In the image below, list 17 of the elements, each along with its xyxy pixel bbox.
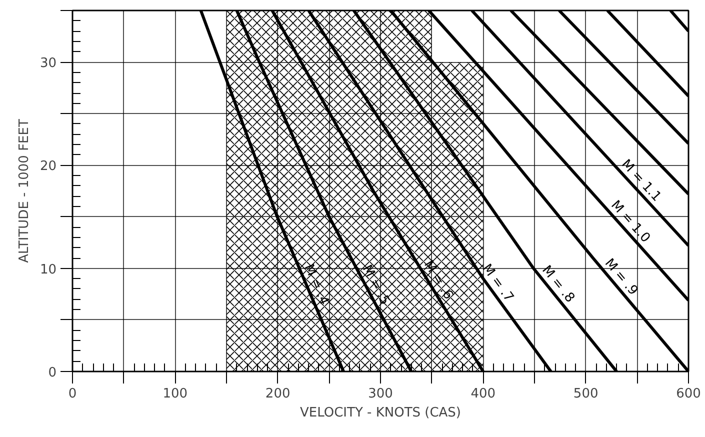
y-axis-title: ALTITUDE - 1000 FEET	[16, 119, 32, 263]
x-tick-label: 300	[368, 386, 393, 402]
y-tick-label: 30	[40, 56, 57, 72]
text: M = .9	[601, 256, 640, 298]
x-tick-label: 400	[470, 386, 496, 402]
x-tick-label: 0	[68, 386, 77, 402]
x-axis-title: VELOCITY - KNOTS (CAS)	[300, 406, 462, 420]
text: M = .7	[478, 262, 516, 305]
x-tick-label: 500	[573, 386, 598, 402]
x-tick-label: 100	[162, 386, 188, 402]
y-tick-label: 10	[40, 262, 57, 278]
text: M = .8	[538, 262, 578, 306]
y-tick-label: 0	[48, 366, 57, 380]
x-tick-label: 200	[265, 386, 290, 402]
text: M = 1.0	[608, 198, 653, 246]
y-tick-label: 20	[40, 159, 57, 174]
x-tick-label: 600	[676, 386, 701, 402]
